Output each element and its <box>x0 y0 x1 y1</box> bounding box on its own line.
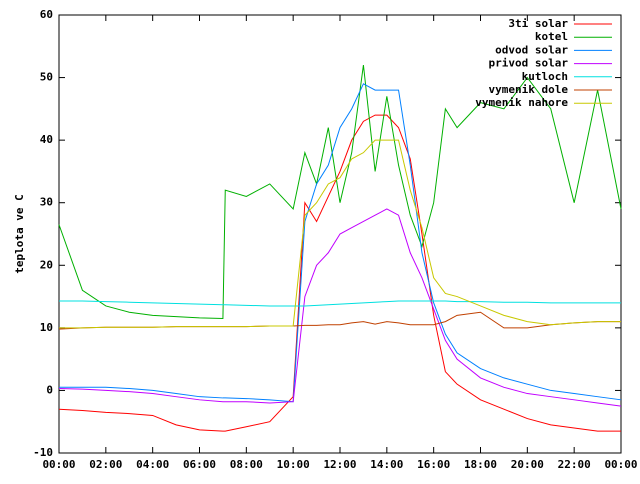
series-line <box>59 300 621 307</box>
x-tick-label: 20:00 <box>511 458 544 471</box>
series-line <box>59 139 621 329</box>
x-tick-label: 04:00 <box>136 458 169 471</box>
x-tick-label: 00:00 <box>604 458 637 471</box>
x-tick-label: 22:00 <box>558 458 591 471</box>
x-tick-label: 14:00 <box>370 458 403 471</box>
y-tick-label: 0 <box>46 383 53 396</box>
y-tick-label: 10 <box>40 321 53 334</box>
series-line <box>59 83 622 403</box>
x-tick-label: 18:00 <box>464 458 497 471</box>
x-tick-label: 16:00 <box>417 458 450 471</box>
y-tick-label: 60 <box>40 8 53 21</box>
x-tick-label: 12:00 <box>323 458 356 471</box>
y-axis-label: teplota ve C <box>13 194 26 273</box>
legend-label: 3ti solar <box>508 17 568 30</box>
series-line <box>58 64 622 319</box>
y-tick-label: 50 <box>40 71 53 84</box>
legend-label: odvod solar <box>495 43 568 56</box>
x-tick-label: 00:00 <box>42 458 75 471</box>
legend-label: kotel <box>535 30 568 43</box>
y-tick-label: 20 <box>40 258 53 271</box>
legend-label: vymenik dole <box>489 83 569 96</box>
legend-label: vymenik nahore <box>475 96 568 109</box>
series-line <box>58 208 622 407</box>
y-tick-label: -10 <box>33 446 53 459</box>
legend-label: kutloch <box>522 70 568 83</box>
series-line <box>58 311 621 330</box>
x-tick-label: 02:00 <box>89 458 122 471</box>
legend-label: privod solar <box>489 57 569 70</box>
x-tick-label: 10:00 <box>277 458 310 471</box>
y-tick-label: 40 <box>40 133 53 146</box>
series-line <box>58 114 621 432</box>
x-tick-label: 08:00 <box>230 458 263 471</box>
x-tick-label: 06:00 <box>183 458 216 471</box>
y-tick-label: 30 <box>40 196 53 209</box>
